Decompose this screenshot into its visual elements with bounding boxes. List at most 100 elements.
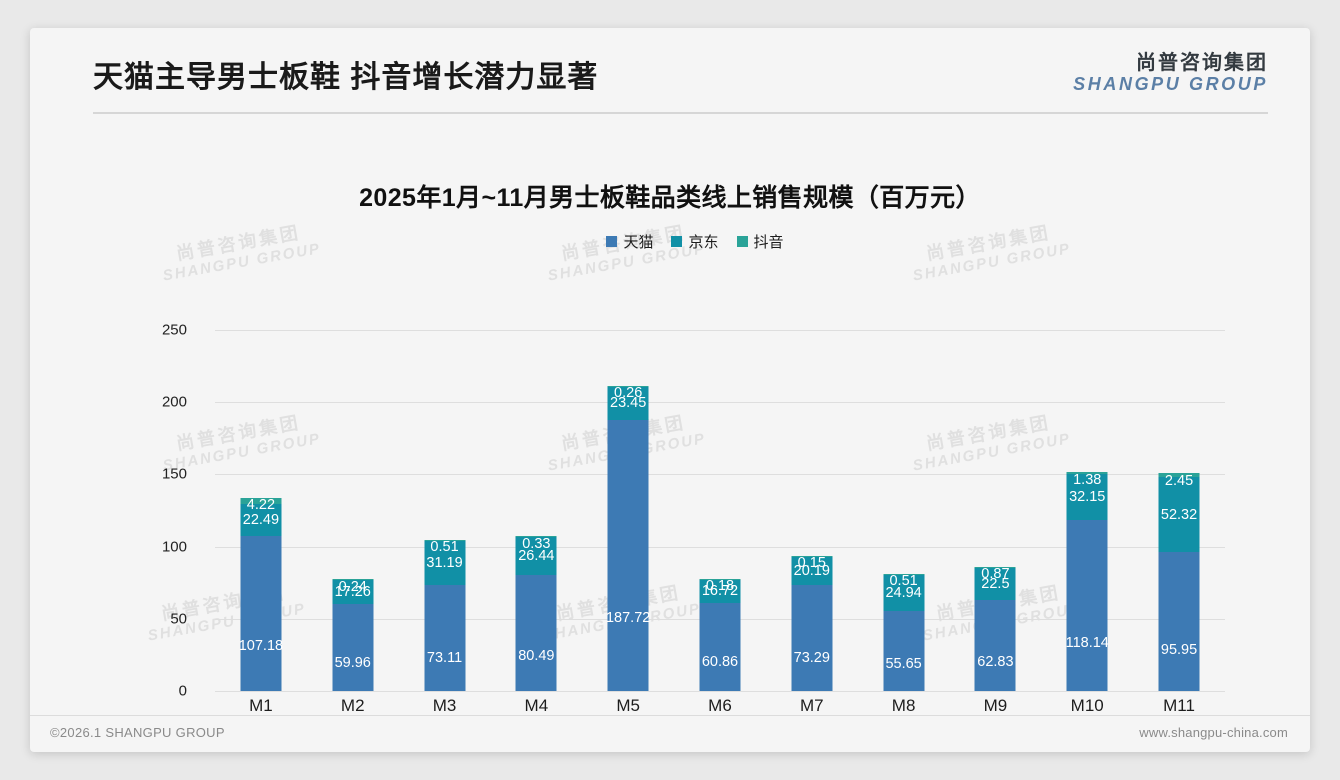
- brand-logo-en: SHANGPU GROUP: [1073, 73, 1268, 94]
- bar-value-label: 55.65: [885, 656, 922, 673]
- bar-segment-抖音[interactable]: 4.22: [240, 497, 282, 512]
- gridline: [215, 546, 1225, 548]
- bar-segment-天猫[interactable]: 187.72: [606, 419, 650, 691]
- brand-logo: 尚普咨询集团 SHANGPU GROUP: [1073, 52, 1268, 94]
- bar-value-label: 0.15: [797, 555, 826, 572]
- bar-segment-天猫[interactable]: 55.65: [883, 610, 925, 691]
- bar-value-label: 23.45: [610, 394, 647, 411]
- bar-segment-抖音[interactable]: 1.38: [1066, 472, 1108, 487]
- bar-value-label: 60.86: [701, 654, 739, 671]
- bar-segment-抖音[interactable]: 0.87: [974, 566, 1016, 581]
- bar-value-label: 20.19: [793, 562, 830, 579]
- bar-stack[interactable]: 59.96 17.26 0.24: [332, 578, 374, 691]
- bar-segment-京东[interactable]: 20.19: [791, 556, 833, 586]
- bar-segment-天猫[interactable]: 80.49: [515, 574, 557, 691]
- bar-stack[interactable]: 73.11 31.19 0.51: [424, 539, 466, 691]
- bar-value-label: 32.15: [1069, 488, 1106, 505]
- x-axis-labels: M1 M2 M3 M4 M5 M6 M7 M8 M9 M10 M11: [215, 696, 1225, 716]
- bar-stack[interactable]: 187.72 23.45 0.26: [606, 385, 650, 691]
- bar-segment-京东[interactable]: 24.94: [883, 574, 925, 611]
- bar-segment-京东[interactable]: 26.44: [515, 536, 557, 575]
- y-axis-tick: 250: [161, 321, 187, 339]
- bar-value-label: 0.24: [338, 578, 367, 595]
- bar-segment-京东[interactable]: 22.5: [974, 567, 1016, 601]
- bar-stack[interactable]: 73.29 20.19 0.15: [791, 555, 833, 691]
- legend-item-1[interactable]: 天猫: [606, 231, 653, 252]
- bar-segment-天猫[interactable]: 73.29: [791, 585, 833, 691]
- bar-segment-京东[interactable]: 17.26: [332, 579, 374, 605]
- bar-stack[interactable]: 60.86 16.72 0.18: [699, 578, 741, 691]
- bar-segment-天猫[interactable]: 73.11: [424, 585, 466, 691]
- footer-website: www.shangpu-china.com: [1139, 725, 1288, 740]
- gridline: [215, 402, 1225, 404]
- bar-segment-京东[interactable]: 31.19: [424, 540, 466, 586]
- legend-label: 天猫: [623, 233, 654, 251]
- bar-value-label: 1.38: [1073, 471, 1102, 488]
- page-title: 天猫主导男士板鞋 抖音增长潜力显著: [93, 61, 599, 94]
- chart-axes: 0 50 100 150 200 250 107.18 22.49 4.22 59.96 17.2…: [140, 276, 1250, 715]
- bar-stack[interactable]: 55.65 24.94 0.51: [883, 573, 925, 691]
- legend-item-2[interactable]: 京东: [671, 231, 719, 252]
- y-axis-tick: 200: [161, 393, 187, 411]
- y-axis-tick: 0: [178, 682, 187, 700]
- bar-value-label: 0.51: [430, 539, 459, 556]
- x-axis-tick: M5: [616, 696, 640, 715]
- bar-value-label: 17.26: [334, 583, 371, 600]
- bar-stack[interactable]: 80.49 26.44 0.33: [515, 535, 557, 691]
- bar-segment-京东[interactable]: 52.32: [1158, 476, 1200, 553]
- bar-segment-抖音[interactable]: 0.51: [424, 539, 466, 554]
- bar-stack[interactable]: 118.14 32.15 1.38: [1065, 472, 1109, 691]
- chart-title: 2025年1月~11月男士板鞋品类线上销售规模（百万元）: [359, 184, 981, 212]
- x-axis-tick: M9: [983, 696, 1008, 715]
- bar-value-label: 22.49: [242, 511, 280, 528]
- bar-value-label: 52.32: [1160, 506, 1198, 523]
- bar-column: 73.11 31.19 0.51: [399, 330, 491, 691]
- legend-swatch-icon: [736, 235, 748, 247]
- bar-column: 107.18 22.49 4.22: [215, 330, 307, 691]
- bar-segment-天猫[interactable]: 118.14: [1065, 520, 1109, 691]
- bar-stack[interactable]: 62.83 22.5 0.87: [974, 566, 1016, 691]
- gridline: [215, 691, 1225, 692]
- bar-segment-京东[interactable]: 16.72: [699, 578, 741, 604]
- gridline: [215, 474, 1225, 476]
- x-axis-tick: M3: [432, 696, 457, 715]
- x-axis-tick: M8: [891, 696, 916, 715]
- legend-swatch-icon: [671, 235, 683, 247]
- bar-column: 95.95 52.32 2.45: [1133, 330, 1225, 691]
- bar-stack[interactable]: 95.95 52.32 2.45: [1158, 473, 1200, 691]
- bar-value-label: 118.14: [1065, 634, 1109, 651]
- bar-segment-天猫[interactable]: 107.18: [239, 536, 283, 691]
- bar-segment-京东[interactable]: 22.49: [240, 503, 282, 537]
- footer-copyright: ©2026.1 SHANGPU GROUP: [50, 725, 225, 740]
- bar-segment-天猫[interactable]: 62.83: [974, 600, 1016, 691]
- bar-value-label: 0.18: [705, 578, 735, 595]
- x-axis-tick: M10: [1070, 696, 1104, 715]
- bar-segment-京东[interactable]: 32.15: [1066, 473, 1108, 521]
- bar-segment-京东[interactable]: 23.45: [607, 386, 649, 420]
- bar-column: 59.96 17.26 0.24: [307, 330, 399, 691]
- bar-value-label: 4.22: [246, 497, 276, 514]
- bar-value-label: 0.87: [981, 566, 1010, 583]
- bar-segment-抖音[interactable]: 2.45: [1158, 473, 1200, 488]
- bar-value-label: 31.19: [426, 554, 463, 571]
- bar-stack[interactable]: 107.18 22.49 4.22: [239, 497, 283, 691]
- bar-column: 187.72 23.45 0.26: [582, 330, 674, 691]
- legend-swatch-icon: [606, 235, 618, 247]
- bar-value-label: 0.33: [522, 535, 551, 552]
- bar-value-label: 2.45: [1164, 472, 1194, 489]
- slide-header: 天猫主导男士板鞋 抖音增长潜力显著 尚普咨询集团 SHANGPU GROUP: [30, 28, 1310, 120]
- bar-segment-天猫[interactable]: 59.96: [332, 604, 374, 691]
- bar-column: 80.49 26.44 0.33: [490, 330, 582, 691]
- bar-segment-抖音[interactable]: 0.51: [883, 573, 925, 588]
- y-axis-tick: 150: [161, 465, 187, 483]
- brand-logo-cn: 尚普咨询集团: [1136, 52, 1268, 74]
- legend-item-3[interactable]: 抖音: [736, 231, 784, 252]
- bar-column: 55.65 24.94 0.51: [858, 330, 950, 691]
- x-axis-tick: M1: [249, 696, 273, 715]
- bar-segment-天猫[interactable]: 95.95: [1158, 552, 1200, 691]
- bar-segment-天猫[interactable]: 60.86: [699, 603, 741, 691]
- chart-bars: 107.18 22.49 4.22 59.96 17.26 0.24 73.11 31.19 0…: [215, 330, 1225, 691]
- bar-value-label: 22.5: [981, 575, 1010, 592]
- bar-value-label: 73.11: [426, 650, 463, 667]
- bar-value-label: 80.49: [518, 647, 555, 664]
